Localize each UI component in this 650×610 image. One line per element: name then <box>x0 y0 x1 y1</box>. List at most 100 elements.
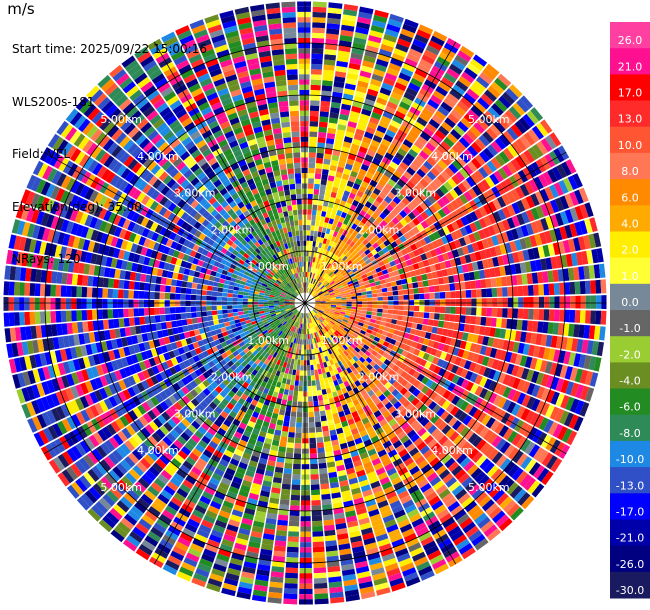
range-gate <box>329 258 335 265</box>
range-gate <box>588 356 597 371</box>
range-gate <box>352 545 365 554</box>
range-gate <box>260 425 269 433</box>
range-gate <box>332 497 342 504</box>
range-gate <box>284 328 289 334</box>
range-gate <box>432 356 440 365</box>
range-gate <box>301 349 304 355</box>
range-gate <box>471 298 477 307</box>
range-gate <box>343 4 359 12</box>
range-gate <box>542 171 553 186</box>
range-gate <box>424 293 430 300</box>
range-gate <box>179 566 194 577</box>
range-gate <box>348 62 361 71</box>
range-gate <box>548 309 555 322</box>
range-gate <box>496 287 503 297</box>
range-gate <box>442 344 450 353</box>
range-gate <box>400 562 415 572</box>
range-gate <box>527 248 535 260</box>
range-gate <box>318 258 323 265</box>
range-gate <box>334 71 347 78</box>
range-gate <box>384 462 395 472</box>
range-gate <box>474 397 484 408</box>
range-gate <box>299 339 303 345</box>
range-gate <box>279 360 285 367</box>
range-gate <box>223 419 232 428</box>
range-gate <box>485 278 492 288</box>
range-gate <box>387 343 395 350</box>
range-gate <box>388 62 402 72</box>
range-gate <box>277 392 284 400</box>
range-gate <box>551 166 563 181</box>
range-gate <box>477 516 491 529</box>
range-gate <box>437 277 445 285</box>
range-gate <box>309 266 312 273</box>
range-gate <box>354 338 361 344</box>
range-gate <box>559 226 568 240</box>
range-gate <box>315 280 320 286</box>
range-gate <box>312 385 317 392</box>
range-gate <box>500 276 508 287</box>
range-gate <box>348 318 354 323</box>
range-gate <box>312 22 326 29</box>
range-gate <box>322 249 327 255</box>
range-gate <box>490 277 497 288</box>
range-gate <box>511 467 524 481</box>
range-gate <box>229 398 238 406</box>
range-gate <box>197 426 207 435</box>
range-gate <box>288 368 293 375</box>
range-gate <box>299 312 302 318</box>
range-gate <box>324 318 330 324</box>
range-gate <box>342 14 357 22</box>
range-gate <box>308 312 311 318</box>
range-gate <box>391 504 404 514</box>
range-gate <box>416 182 425 192</box>
range-gate <box>151 552 167 564</box>
range-gate <box>368 83 381 92</box>
range-gate <box>447 372 456 382</box>
range-gate <box>298 48 311 54</box>
range-gate <box>401 350 409 357</box>
range-gate <box>434 563 449 575</box>
range-gate <box>469 222 478 233</box>
range-gate <box>311 327 314 334</box>
range-gate <box>329 310 335 314</box>
range-gate <box>344 185 353 193</box>
range-gate <box>506 127 519 141</box>
range-gate <box>404 58 418 68</box>
range-gate <box>422 146 433 156</box>
range-gate <box>445 299 451 306</box>
range-gate <box>486 237 495 248</box>
range-gate <box>424 208 433 217</box>
range-gate <box>495 492 509 506</box>
range-gate <box>309 448 317 454</box>
range-gate <box>573 353 582 367</box>
range-gate <box>445 477 457 488</box>
range-gate <box>492 338 500 348</box>
range-gate <box>283 468 292 475</box>
range-gate <box>400 379 409 387</box>
range-gate <box>530 398 541 412</box>
range-gate <box>364 268 371 274</box>
range-gate <box>390 208 399 217</box>
range-gate <box>231 386 239 394</box>
range-gate <box>377 271 384 277</box>
range-gate <box>320 265 325 271</box>
range-gate <box>334 517 346 525</box>
range-gate <box>243 561 257 569</box>
range-gate <box>322 255 328 261</box>
range-gate <box>436 56 451 68</box>
range-gate <box>344 289 351 293</box>
range-gate <box>208 534 222 544</box>
range-gate <box>315 331 319 338</box>
range-gate <box>478 495 492 508</box>
range-gate <box>474 251 482 261</box>
range-gate <box>320 106 330 113</box>
range-gate <box>574 310 581 323</box>
range-gate <box>468 324 476 334</box>
range-gate <box>526 382 536 396</box>
range-gate <box>320 483 330 490</box>
range-gate <box>569 309 576 323</box>
range-gate <box>361 434 370 442</box>
range-gate <box>370 480 381 489</box>
range-gate <box>393 170 403 179</box>
